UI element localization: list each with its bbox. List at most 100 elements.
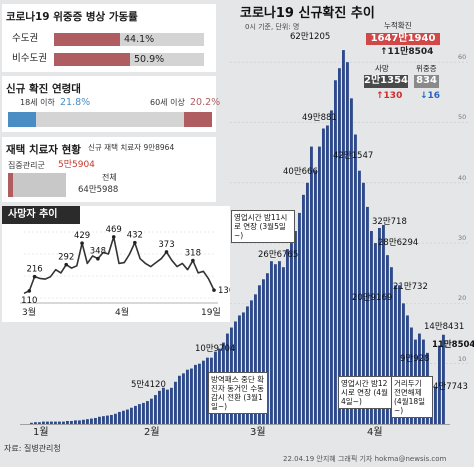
y-tick-label: 60 — [458, 53, 467, 62]
case-bar — [130, 407, 133, 424]
x-tick-mar: 3월 — [250, 427, 266, 438]
case-bar — [354, 134, 357, 424]
bed-rate-label-capital: 수도권 — [12, 33, 39, 44]
case-bar — [66, 420, 69, 424]
case-bar — [162, 387, 165, 424]
home-title: 재택 치료자 현황 — [6, 144, 81, 156]
annotation-320718: 32만718 — [372, 217, 407, 227]
case-bar — [206, 357, 209, 424]
case-bar — [178, 375, 181, 424]
death-data-label: 429 — [74, 231, 90, 241]
case-bar — [242, 312, 245, 424]
case-bar — [374, 243, 377, 424]
case-bar — [90, 418, 93, 424]
bed-rate-label-noncapital: 비수도권 — [12, 53, 47, 64]
deaths-value: 2만1354 — [364, 75, 408, 88]
case-bar — [62, 421, 65, 424]
case-bar — [370, 231, 373, 424]
age-panel: 신규 확진 연령대 18세 이하 21.8% 60세 이상 20.2% — [2, 76, 220, 132]
case-bar — [270, 261, 273, 424]
severe-delta: ↓16 — [420, 91, 441, 101]
annotation-109704: 10만9704 — [195, 344, 236, 354]
x-tick-jan: 1월 — [33, 427, 49, 438]
case-bar — [254, 294, 257, 424]
case-bar — [102, 416, 105, 424]
annotation-209169: 20만9169 — [352, 293, 393, 303]
case-bar — [142, 402, 145, 424]
death-data-label: 432 — [127, 231, 143, 241]
case-bar — [438, 345, 441, 424]
case-bar — [410, 327, 413, 424]
case-bar — [314, 170, 317, 424]
home-subtitle: 신규 재택 치료자 9만8964 — [88, 143, 175, 152]
home-treatment-panel: 재택 치료자 현황 신규 재택 치료자 9만8964 집중관리군 5만5904 … — [2, 137, 216, 202]
bed-rate-value-noncapital: 50.9% — [134, 54, 165, 65]
case-bar — [114, 413, 117, 424]
death-point — [191, 258, 195, 263]
case-bar — [38, 422, 41, 424]
case-bar — [442, 334, 445, 424]
case-bar — [278, 261, 281, 424]
y-tick-label: 10 — [458, 354, 467, 363]
case-bar — [358, 170, 361, 424]
home-managed-label: 집중관리군 — [8, 161, 45, 170]
case-bar — [342, 50, 345, 424]
case-bar — [262, 279, 265, 424]
case-bar — [58, 421, 61, 424]
death-point — [80, 241, 84, 245]
case-bar — [330, 110, 333, 425]
annotation-210732: 21만732 — [393, 282, 428, 292]
case-bar — [398, 285, 401, 424]
death-data-label: 318 — [185, 249, 201, 259]
case-bar — [266, 273, 269, 424]
event-callout-4: 거리두기 전면해제 (4월18일~) — [391, 376, 433, 418]
case-bar — [94, 417, 97, 424]
case-bar — [46, 421, 49, 424]
death-point — [27, 289, 32, 293]
case-bar — [186, 369, 189, 424]
case-bar — [322, 128, 325, 424]
case-bar — [50, 421, 53, 424]
case-bar — [250, 300, 253, 424]
case-bar — [238, 315, 241, 424]
bed-rate-fill-noncapital — [54, 53, 130, 66]
death-x-apr: 4월 — [115, 308, 130, 318]
y-tick-label: 20 — [458, 294, 467, 303]
x-tick-apr: 4월 — [367, 427, 383, 438]
annotation-90928: 9만928 — [400, 354, 430, 364]
case-bar — [70, 420, 73, 424]
bed-rate-bar-noncapital — [54, 53, 204, 66]
case-bar — [202, 360, 205, 424]
case-bar — [378, 228, 381, 424]
age-left-label: 18세 이하 — [20, 98, 55, 107]
case-bar — [154, 395, 157, 424]
deaths-delta: ↑130 — [376, 91, 403, 101]
x-tick-feb: 2월 — [144, 427, 160, 438]
case-bar — [150, 398, 153, 424]
death-point — [111, 235, 116, 239]
case-bar — [326, 125, 329, 424]
age-left-value: 21.8% — [60, 97, 91, 108]
home-total-value: 64만5988 — [78, 185, 119, 195]
annotation-266765: 26만6765 — [258, 250, 299, 260]
case-bar — [78, 420, 81, 424]
home-bar-managed — [8, 173, 13, 197]
case-bar — [334, 80, 337, 424]
death-point — [96, 256, 100, 261]
death-data-label: 469 — [106, 225, 122, 235]
age-right-value: 20.2% — [190, 97, 221, 108]
case-bar — [346, 62, 349, 425]
bed-rate-title: 코로나19 위중증 병상 가동률 — [6, 11, 138, 23]
case-bar — [30, 422, 33, 424]
case-bar — [110, 414, 113, 424]
case-bar — [134, 405, 137, 424]
death-title: 사망자 추이 — [8, 209, 58, 220]
death-data-label: 130 — [218, 286, 230, 296]
case-bar — [194, 364, 197, 424]
deaths-label: 사망 — [375, 64, 389, 73]
bed-rate-value-capital: 44.1% — [124, 34, 155, 45]
case-bar — [394, 285, 397, 424]
case-bar — [298, 212, 301, 424]
case-bar — [82, 419, 85, 424]
